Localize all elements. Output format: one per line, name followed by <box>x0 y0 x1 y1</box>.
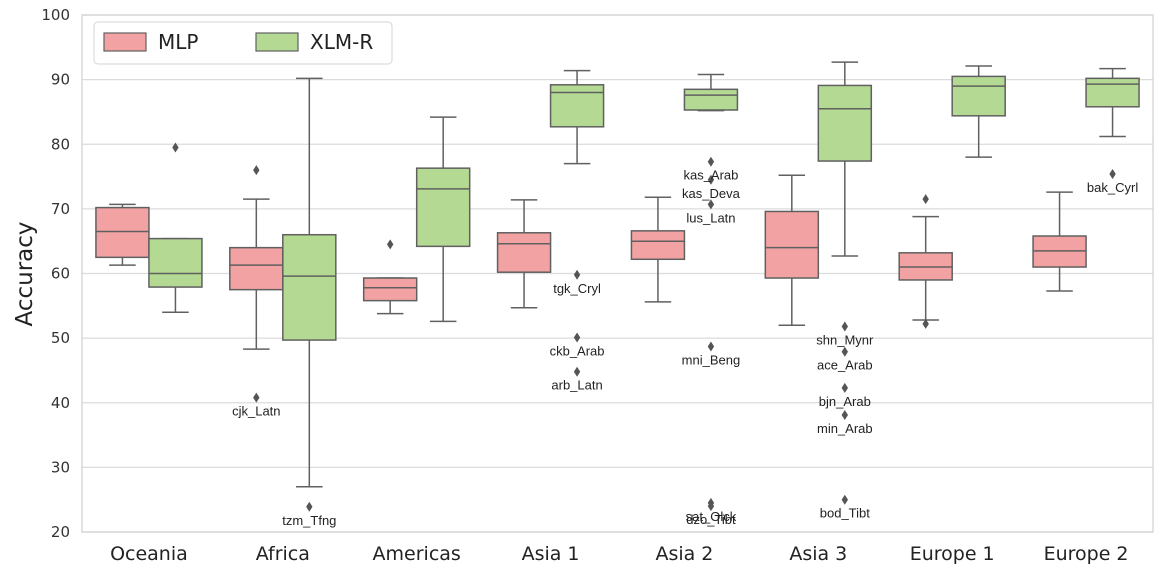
x-category-label: Oceania <box>110 543 188 565</box>
box-mlp-asia-3 <box>764 174 820 326</box>
y-tick-label: 60 <box>51 265 70 283</box>
outlier-label: bak_Cyrl <box>1087 180 1138 195</box>
box-groups <box>95 61 1140 512</box>
outlier-label: mni_Beng <box>682 353 741 368</box>
box-xlm-r-oceania <box>148 142 203 314</box>
box-xlm-r-asia-1 <box>549 69 605 377</box>
outlier-label: cjk_Latn <box>232 404 280 419</box>
outlier-point <box>841 321 849 332</box>
x-category-label: Asia 2 <box>655 543 713 565</box>
box-mlp-americas <box>362 239 418 315</box>
outlier-label: kas_Arab <box>683 168 738 183</box>
outlier-label: bod_Tibt <box>820 506 870 521</box>
outlier-label: ckb_Arab <box>550 343 605 358</box>
iqr-box <box>95 206 150 259</box>
iqr-box <box>630 230 686 261</box>
y-tick-label: 40 <box>51 394 70 412</box>
iqr-box <box>549 84 605 128</box>
outlier-point <box>253 165 260 176</box>
outlier-point <box>841 410 849 421</box>
outlier-point <box>841 346 849 357</box>
box-mlp-africa <box>229 165 284 403</box>
outlier-point <box>573 366 581 377</box>
x-category-label: Asia 1 <box>522 543 580 565</box>
x-axis-categories: Oceania Africa Americas Asia 1 Asia 2 Asia 3 E… <box>110 543 1128 565</box>
legend-swatch <box>255 32 299 52</box>
outlier-label: min_Arab <box>817 421 873 436</box>
box-mlp-asia-1 <box>496 199 552 309</box>
plot-frame <box>81 14 1154 533</box>
iqr-box <box>229 246 284 291</box>
outlier-label: tgk_Cryl <box>553 281 601 296</box>
box-xlm-r-americas <box>415 116 471 323</box>
x-category-label: Americas <box>373 543 461 565</box>
outlier-point <box>573 332 581 343</box>
x-category-label: Europe 2 <box>1044 543 1129 565</box>
legend-swatch <box>103 32 147 52</box>
outlier-point <box>841 382 849 393</box>
y-tick-label: 30 <box>51 458 70 476</box>
box-xlm-r-asia-3 <box>817 61 873 505</box>
iqr-box <box>282 233 337 341</box>
outlier-label: dzo_Tibt <box>686 512 736 527</box>
x-category-label: Asia 3 <box>789 543 847 565</box>
box-xlm-r-europe-2 <box>1085 67 1140 179</box>
outlier-label: kas_Deva <box>682 186 741 201</box>
iqr-box <box>951 75 1006 117</box>
outlier-point <box>707 156 715 167</box>
outlier-point <box>841 494 849 505</box>
outlier-point <box>707 174 715 185</box>
outlier-point <box>253 392 260 403</box>
outlier-point <box>573 269 581 280</box>
legend: MLP XLM-R <box>93 21 393 65</box>
iqr-box <box>1085 77 1140 108</box>
outlier-point <box>922 318 929 329</box>
box-mlp-asia-2 <box>630 196 686 303</box>
outlier-label: shn_Mynr <box>816 332 874 347</box>
legend-frame <box>93 21 393 65</box>
outlier-point <box>922 194 929 205</box>
y-tick-label: 90 <box>51 71 70 89</box>
y-tick-label: 50 <box>51 329 70 347</box>
outlier-label: bjn_Arab <box>819 394 871 409</box>
y-tick-label: 80 <box>51 135 70 153</box>
iqr-box <box>683 88 739 111</box>
box-xlm-r-europe-1 <box>951 65 1006 158</box>
legend-label: MLP <box>158 30 198 54</box>
iqr-box <box>148 237 203 288</box>
outlier-point <box>707 341 715 352</box>
iqr-box <box>764 210 820 279</box>
iqr-box <box>415 167 471 248</box>
iqr-box <box>362 277 418 302</box>
box-mlp-oceania <box>95 203 150 266</box>
y-axis-label: Accuracy <box>12 221 38 326</box>
outlier-point <box>1109 168 1116 179</box>
plot-border <box>81 14 1154 533</box>
iqr-box <box>817 84 873 162</box>
x-category-label: Africa <box>256 543 310 565</box>
iqr-box <box>496 232 552 273</box>
outlier-point <box>386 239 394 250</box>
box-xlm-r-africa <box>282 77 337 512</box>
outlier-label: arb_Latn <box>551 378 602 393</box>
outlier-label: sat_Olck <box>686 509 737 524</box>
legend-label: XLM-R <box>310 30 373 54</box>
outlier-annotations: cjk_Latn tzm_Tfng tgk_Cryl ckb_Arab arb_Latn… <box>232 168 1138 528</box>
y-tick-label: 70 <box>51 200 70 218</box>
outlier-point <box>707 199 715 210</box>
x-category-label: Europe 1 <box>910 543 995 565</box>
outlier-point <box>306 501 313 512</box>
outlier-label: tzm_Tfng <box>282 513 336 528</box>
y-tick-label: 20 <box>51 523 70 541</box>
outlier-point <box>707 501 715 512</box>
y-axis-ticks: 20 30 40 50 60 70 80 90 100 <box>41 6 70 541</box>
box-mlp-europe-1 <box>898 194 953 329</box>
box-mlp-europe-2 <box>1032 191 1087 292</box>
outlier-label: ace_Arab <box>817 358 873 373</box>
y-tick-label: 100 <box>41 6 70 24</box>
box-xlm-r-asia-2 <box>683 73 739 512</box>
outlier-point <box>172 142 179 153</box>
outlier-label: lus_Latn <box>686 210 735 225</box>
